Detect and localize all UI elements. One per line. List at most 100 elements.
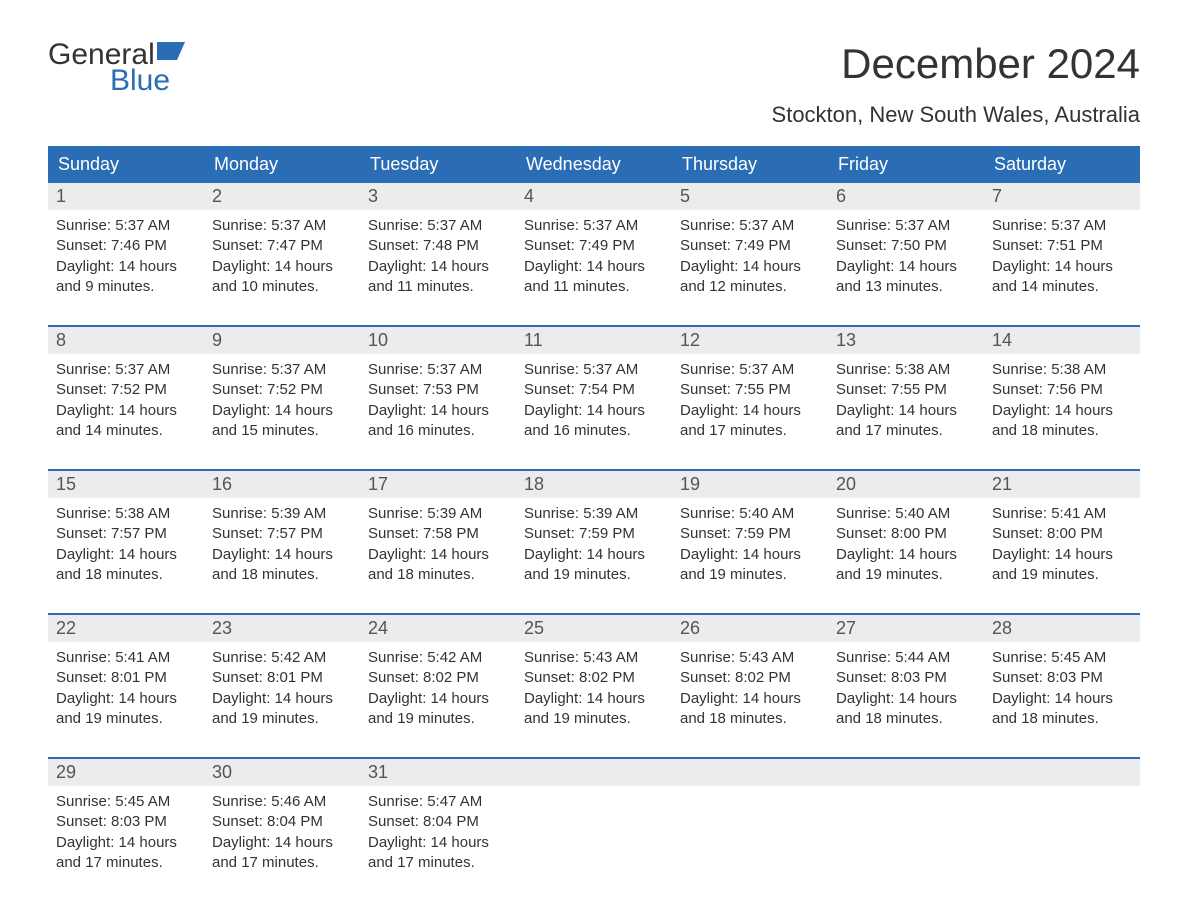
- day-number: 4: [516, 183, 672, 210]
- sunrise-line: Sunrise: 5:39 AM: [368, 504, 508, 524]
- sunset-line: Sunset: 7:47 PM: [212, 236, 352, 256]
- sunrise-line: Sunrise: 5:37 AM: [680, 360, 820, 380]
- day-number: 23: [204, 615, 360, 642]
- sunrise-line: Sunrise: 5:37 AM: [212, 360, 352, 380]
- daylight-line: Daylight: 14 hours and 17 minutes.: [836, 401, 976, 442]
- day-number: 3: [360, 183, 516, 210]
- daylight-line: Daylight: 14 hours and 15 minutes.: [212, 401, 352, 442]
- weekday-thursday: Thursday: [672, 146, 828, 183]
- day-cell: Sunrise: 5:37 AMSunset: 7:51 PMDaylight:…: [984, 210, 1140, 307]
- daylight-line: Daylight: 14 hours and 11 minutes.: [524, 257, 664, 298]
- day-cell: Sunrise: 5:41 AMSunset: 8:00 PMDaylight:…: [984, 498, 1140, 595]
- sunset-line: Sunset: 7:52 PM: [56, 380, 196, 400]
- daylight-line: Daylight: 14 hours and 18 minutes.: [992, 689, 1132, 730]
- logo: General Blue: [48, 40, 185, 96]
- sunset-line: Sunset: 7:46 PM: [56, 236, 196, 256]
- day-cell: Sunrise: 5:39 AMSunset: 7:57 PMDaylight:…: [204, 498, 360, 595]
- day-number: 29: [48, 759, 204, 786]
- daylight-line: Daylight: 14 hours and 18 minutes.: [56, 545, 196, 586]
- sunset-line: Sunset: 7:58 PM: [368, 524, 508, 544]
- location: Stockton, New South Wales, Australia: [772, 102, 1140, 128]
- week-row: 22232425262728Sunrise: 5:41 AMSunset: 8:…: [48, 613, 1140, 739]
- weekday-tuesday: Tuesday: [360, 146, 516, 183]
- week-row: 1234567Sunrise: 5:37 AMSunset: 7:46 PMDa…: [48, 183, 1140, 307]
- daylight-line: Daylight: 14 hours and 18 minutes.: [212, 545, 352, 586]
- sunrise-line: Sunrise: 5:37 AM: [992, 216, 1132, 236]
- daylight-line: Daylight: 14 hours and 14 minutes.: [992, 257, 1132, 298]
- sunrise-line: Sunrise: 5:37 AM: [836, 216, 976, 236]
- weekday-friday: Friday: [828, 146, 984, 183]
- sunrise-line: Sunrise: 5:37 AM: [368, 216, 508, 236]
- day-number: 6: [828, 183, 984, 210]
- day-number: 31: [360, 759, 516, 786]
- sunrise-line: Sunrise: 5:37 AM: [524, 216, 664, 236]
- sunset-line: Sunset: 8:01 PM: [212, 668, 352, 688]
- week-row: 15161718192021Sunrise: 5:38 AMSunset: 7:…: [48, 469, 1140, 595]
- sunrise-line: Sunrise: 5:41 AM: [992, 504, 1132, 524]
- sunrise-line: Sunrise: 5:37 AM: [56, 360, 196, 380]
- sunrise-line: Sunrise: 5:41 AM: [56, 648, 196, 668]
- week-row: 891011121314Sunrise: 5:37 AMSunset: 7:52…: [48, 325, 1140, 451]
- day-number-row: 15161718192021: [48, 471, 1140, 498]
- sunrise-line: Sunrise: 5:40 AM: [836, 504, 976, 524]
- sunset-line: Sunset: 7:48 PM: [368, 236, 508, 256]
- daylight-line: Daylight: 14 hours and 19 minutes.: [368, 689, 508, 730]
- sunrise-line: Sunrise: 5:42 AM: [212, 648, 352, 668]
- sunset-line: Sunset: 7:57 PM: [56, 524, 196, 544]
- sunset-line: Sunset: 8:02 PM: [524, 668, 664, 688]
- weeks-container: 1234567Sunrise: 5:37 AMSunset: 7:46 PMDa…: [48, 183, 1140, 883]
- sunset-line: Sunset: 7:51 PM: [992, 236, 1132, 256]
- day-cell: Sunrise: 5:43 AMSunset: 8:02 PMDaylight:…: [516, 642, 672, 739]
- sunrise-line: Sunrise: 5:45 AM: [56, 792, 196, 812]
- day-number: 17: [360, 471, 516, 498]
- weekday-sunday: Sunday: [48, 146, 204, 183]
- day-number: 12: [672, 327, 828, 354]
- daylight-line: Daylight: 14 hours and 17 minutes.: [212, 833, 352, 874]
- day-number: 8: [48, 327, 204, 354]
- day-cell: [672, 786, 828, 883]
- day-cell: [516, 786, 672, 883]
- day-cell: Sunrise: 5:43 AMSunset: 8:02 PMDaylight:…: [672, 642, 828, 739]
- header: General Blue December 2024 Stockton, New…: [48, 40, 1140, 138]
- daylight-line: Daylight: 14 hours and 19 minutes.: [212, 689, 352, 730]
- day-number-row: 891011121314: [48, 327, 1140, 354]
- day-number: 16: [204, 471, 360, 498]
- day-number: 15: [48, 471, 204, 498]
- daylight-line: Daylight: 14 hours and 17 minutes.: [368, 833, 508, 874]
- sunrise-line: Sunrise: 5:45 AM: [992, 648, 1132, 668]
- day-number: [984, 759, 1140, 786]
- day-cell: Sunrise: 5:39 AMSunset: 7:58 PMDaylight:…: [360, 498, 516, 595]
- day-cell: Sunrise: 5:37 AMSunset: 7:48 PMDaylight:…: [360, 210, 516, 307]
- day-cell: Sunrise: 5:37 AMSunset: 7:47 PMDaylight:…: [204, 210, 360, 307]
- day-number: 25: [516, 615, 672, 642]
- daylight-line: Daylight: 14 hours and 11 minutes.: [368, 257, 508, 298]
- sunset-line: Sunset: 8:03 PM: [56, 812, 196, 832]
- weekday-monday: Monday: [204, 146, 360, 183]
- day-cell: Sunrise: 5:47 AMSunset: 8:04 PMDaylight:…: [360, 786, 516, 883]
- day-number: 9: [204, 327, 360, 354]
- logo-word2: Blue: [110, 66, 185, 96]
- month-title: December 2024: [772, 40, 1140, 88]
- day-cell: Sunrise: 5:37 AMSunset: 7:50 PMDaylight:…: [828, 210, 984, 307]
- sunrise-line: Sunrise: 5:39 AM: [524, 504, 664, 524]
- weekday-header-row: Sunday Monday Tuesday Wednesday Thursday…: [48, 146, 1140, 183]
- day-number: 10: [360, 327, 516, 354]
- sunrise-line: Sunrise: 5:37 AM: [368, 360, 508, 380]
- day-number: 11: [516, 327, 672, 354]
- daylight-line: Daylight: 14 hours and 12 minutes.: [680, 257, 820, 298]
- sunset-line: Sunset: 7:59 PM: [680, 524, 820, 544]
- sunset-line: Sunset: 8:04 PM: [368, 812, 508, 832]
- sunset-line: Sunset: 8:04 PM: [212, 812, 352, 832]
- day-cell: [984, 786, 1140, 883]
- daylight-line: Daylight: 14 hours and 16 minutes.: [368, 401, 508, 442]
- daylight-line: Daylight: 14 hours and 19 minutes.: [56, 689, 196, 730]
- sunrise-line: Sunrise: 5:37 AM: [212, 216, 352, 236]
- daylight-line: Daylight: 14 hours and 19 minutes.: [524, 689, 664, 730]
- day-cell: Sunrise: 5:38 AMSunset: 7:57 PMDaylight:…: [48, 498, 204, 595]
- sunset-line: Sunset: 8:03 PM: [836, 668, 976, 688]
- day-number: 13: [828, 327, 984, 354]
- sunset-line: Sunset: 7:54 PM: [524, 380, 664, 400]
- day-number: 28: [984, 615, 1140, 642]
- sunset-line: Sunset: 8:02 PM: [368, 668, 508, 688]
- day-number: [672, 759, 828, 786]
